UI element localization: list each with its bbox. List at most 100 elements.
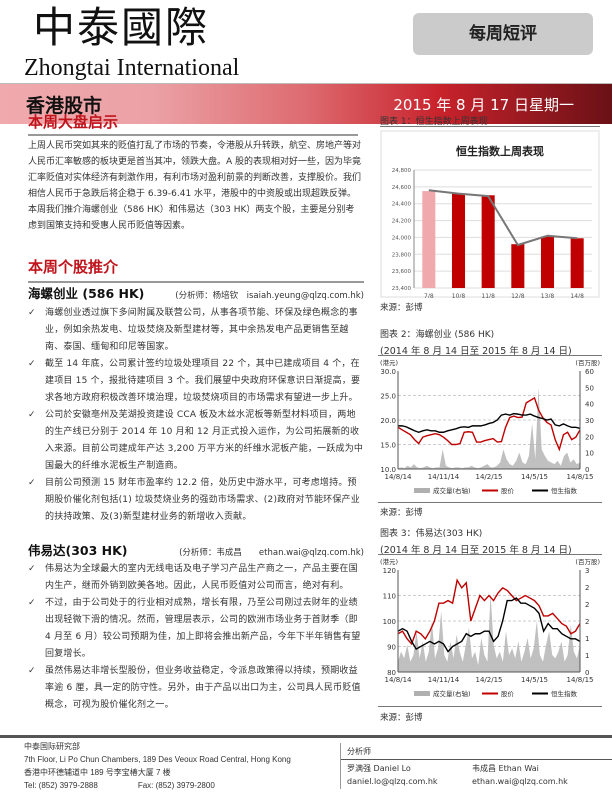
legend-label: 股价 xyxy=(501,690,515,698)
x-tick-label: 14/8 xyxy=(570,293,584,298)
bar xyxy=(422,191,436,288)
y2-tick-label: 60 xyxy=(585,368,594,376)
x-tick-label: 14/8/14 xyxy=(385,473,413,481)
legend-label: 恒生指数 xyxy=(551,486,578,495)
bullet-item: ✓ 海螺创业透过旗下多间附属及联营公司，从事各项节能、环保及绿色概念的事业，例如余… xyxy=(28,305,364,356)
legend-swatch xyxy=(414,488,430,493)
right-axis-unit: (百万股) xyxy=(575,359,600,367)
bar xyxy=(511,244,525,288)
footer-rule xyxy=(0,735,612,738)
market-text: 上周人民币突如其来的贬值打乱了市场的节奏，令港股从升转跌，航空、房地产等对人民币… xyxy=(28,141,362,231)
volume-area xyxy=(398,387,580,469)
footer-address: 中泰国际研究部 7th Floor, Li Po Chun Chambers, … xyxy=(24,740,330,792)
figure-3-source: 来源：彭博 xyxy=(380,713,423,723)
figure-3-caption: 图表 3：伟易达(303 HK) xyxy=(380,529,483,539)
checkmark-icon: ✓ xyxy=(28,359,36,369)
y-tick-label: 24,600 xyxy=(392,185,412,191)
bullet-text: 公司於安徽亳州及芜湖投资建设 CCA 板及木丝水泥板等新型材料项目，两地的生产线… xyxy=(45,410,364,471)
address-en: 7th Floor, Li Po Chun Chambers, 189 Des … xyxy=(24,755,291,764)
price-line xyxy=(397,578,581,646)
address-cn: 香港中环德辅道中 189 号李宝椿大厦 7 楼 xyxy=(24,768,171,777)
y-tick-label: 24,200 xyxy=(392,219,412,225)
figure-2-subtitle: (2014 年 8 月 14 日至 2015 年 8 月 14 日) xyxy=(380,346,572,357)
logo-english: Zhongtai International xyxy=(24,55,240,81)
bullet-item: ✓ 公司於安徽亳州及芜湖投资建设 CCA 板及木丝水泥板等新型材料项目，两地的生产… xyxy=(28,407,364,475)
y-tick-label: 10.0 xyxy=(380,466,396,474)
x-tick-label: 7/8 xyxy=(424,293,434,298)
y2-tick-label: 10 xyxy=(585,450,594,458)
figure-1-source: 来源：彭博 xyxy=(380,303,423,313)
stock-block-303: 伟易达(303 HK) (分析师：韦成昌 ethan.wai@qlzq.com.… xyxy=(28,540,364,714)
x-tick-label: 14/2/15 xyxy=(476,676,503,684)
org-name: 中泰国际研究部 xyxy=(24,742,80,751)
y2-tick-label: 0 xyxy=(585,669,589,677)
bullet-item: ✓ 目前公司预测 15 财年市盈率约 12.2 倍，处历史中游水平，可考虑增持。预… xyxy=(28,475,364,526)
analyst-contact: (分析师：杨培钦 isaiah.yeung@qlzq.com.hk) xyxy=(175,291,364,301)
x-tick-label: 14/5/15 xyxy=(521,676,548,684)
x-tick-label: 14/8/15 xyxy=(567,473,594,481)
legend-label: 成交量(右轴) xyxy=(433,689,471,698)
y-tick-label: 25.0 xyxy=(380,393,396,401)
divider xyxy=(378,554,602,555)
legend-label: 恒生指数 xyxy=(551,689,578,698)
logo-chinese: 中泰國際 xyxy=(33,3,210,52)
stock-303-chart: (港元) (百万股) 80 90 100 110 120 0 1 1 2 2 2 3 14/8/14 14/1… xyxy=(380,557,600,698)
y2-tick-label: 2 xyxy=(585,618,589,626)
analyst-email[interactable]: ethan.wai@qlzq.com.hk xyxy=(472,777,568,786)
chart-title: 恒生指数上周表现 xyxy=(456,144,544,158)
section-title: 香港股市 xyxy=(26,95,103,117)
left-axis-unit: (港元) xyxy=(380,358,398,367)
x-tick-label: 14/8/14 xyxy=(385,676,413,684)
figure-2-caption: 图表 2：海螺创业 (586 HK) xyxy=(380,330,495,340)
y2-tick-label: 30 xyxy=(585,417,594,425)
bullet-text: 虽然伟易达非增长型股份，但业务收益稳定，令派息政策得以持续，预期收益率逾 6 厘… xyxy=(45,666,361,710)
analyst-name: 韦成昌 Ethan Wai xyxy=(472,764,539,773)
legend-label: 成交量(右轴) xyxy=(433,486,471,495)
analyst-email[interactable]: daniel.lo@qlzq.com.hk xyxy=(347,777,438,786)
divider xyxy=(28,281,364,283)
stock-block-586: 海螺创业 (586 HK) (分析师：杨培钦 isaiah.yeung@qlzq… xyxy=(28,283,364,526)
divider xyxy=(380,126,600,127)
analyst-label: 分析师 xyxy=(341,743,612,760)
bullet-text: 海螺创业透过旗下多间附属及联营公司，从事各项节能、环保及绿色概念的事业，例如余热… xyxy=(45,308,358,352)
figure-2-source: 来源：彭博 xyxy=(380,508,423,518)
index-line xyxy=(428,189,578,247)
bar xyxy=(570,238,584,288)
fax: Fax: (852) 3979-2800 xyxy=(137,781,215,790)
y-tick-label: 80 xyxy=(387,669,396,677)
y2-tick-label: 50 xyxy=(585,384,594,392)
bullet-item: ✓ 不过，由于公司处于的行业相对成熟，增长有限，乃至公司刚过去财年的业绩出现轻微下… xyxy=(28,595,364,663)
hsi-line xyxy=(397,597,581,653)
bar xyxy=(451,193,466,288)
hsi-line xyxy=(398,412,581,433)
divider xyxy=(378,706,602,707)
y-tick-label: 24,000 xyxy=(392,235,412,241)
stock-586-chart: (港元) (百万股) 10.0 15.0 20.0 25.0 30.0 0 10 20 30 40 50… xyxy=(380,358,600,495)
bullet-text: 目前公司预测 15 财年市盈率约 12.2 倍，处历史中游水平，可考虑增持。预期… xyxy=(45,478,360,522)
checkmark-icon: ✓ xyxy=(28,666,36,676)
y2-tick-label: 1 xyxy=(585,635,589,643)
y2-tick-label: 1 xyxy=(585,652,589,660)
figure-3-subtitle: (2014 年 8 月 14 日至 2015 年 8 月 14 日) xyxy=(380,545,572,556)
divider xyxy=(28,134,358,136)
bullet-item: ✓ 虽然伟易达非增长型股份，但业务收益稳定，令派息政策得以持续，预期收益率逾 6 … xyxy=(28,663,364,714)
analyst-box: 分析师 罗满强 Daniel Lo daniel.lo@qlzq.com.hk 韦… xyxy=(340,743,612,789)
y-tick-label: 100 xyxy=(383,618,396,626)
stock-name: 海螺创业 (586 HK) xyxy=(28,286,145,301)
checkmark-icon: ✓ xyxy=(28,478,36,488)
y2-tick-label: 0 xyxy=(585,466,589,474)
bullet-text: 不过，由于公司处于的行业相对成熟，增长有限，乃至公司刚过去财年的业绩出现轻微下滑… xyxy=(45,598,361,659)
checkmark-icon: ✓ xyxy=(28,308,36,318)
picks-heading: 本周个股推介 xyxy=(28,258,119,276)
report-type-badge: 每周短评 xyxy=(413,13,593,55)
y2-tick-label: 40 xyxy=(585,401,594,409)
y-tick-label: 23,600 xyxy=(392,269,412,275)
report-date: 2015 年 8 月 17 日星期一 xyxy=(393,96,574,114)
bullet-text: 伟易达为全球最大的室内无线电话及电子学习产品生产商之一，产品主要在国内生产，继而… xyxy=(45,564,358,591)
analyst-name: 罗满强 Daniel Lo xyxy=(347,764,411,773)
x-tick-label: 14/11/14 xyxy=(428,473,460,481)
y-tick-label: 15.0 xyxy=(380,442,396,450)
section-banner: 香港股市 2015 年 8 月 17 日星期一 xyxy=(0,83,612,124)
y-tick-label: 120 xyxy=(383,567,396,575)
bar xyxy=(540,236,555,288)
